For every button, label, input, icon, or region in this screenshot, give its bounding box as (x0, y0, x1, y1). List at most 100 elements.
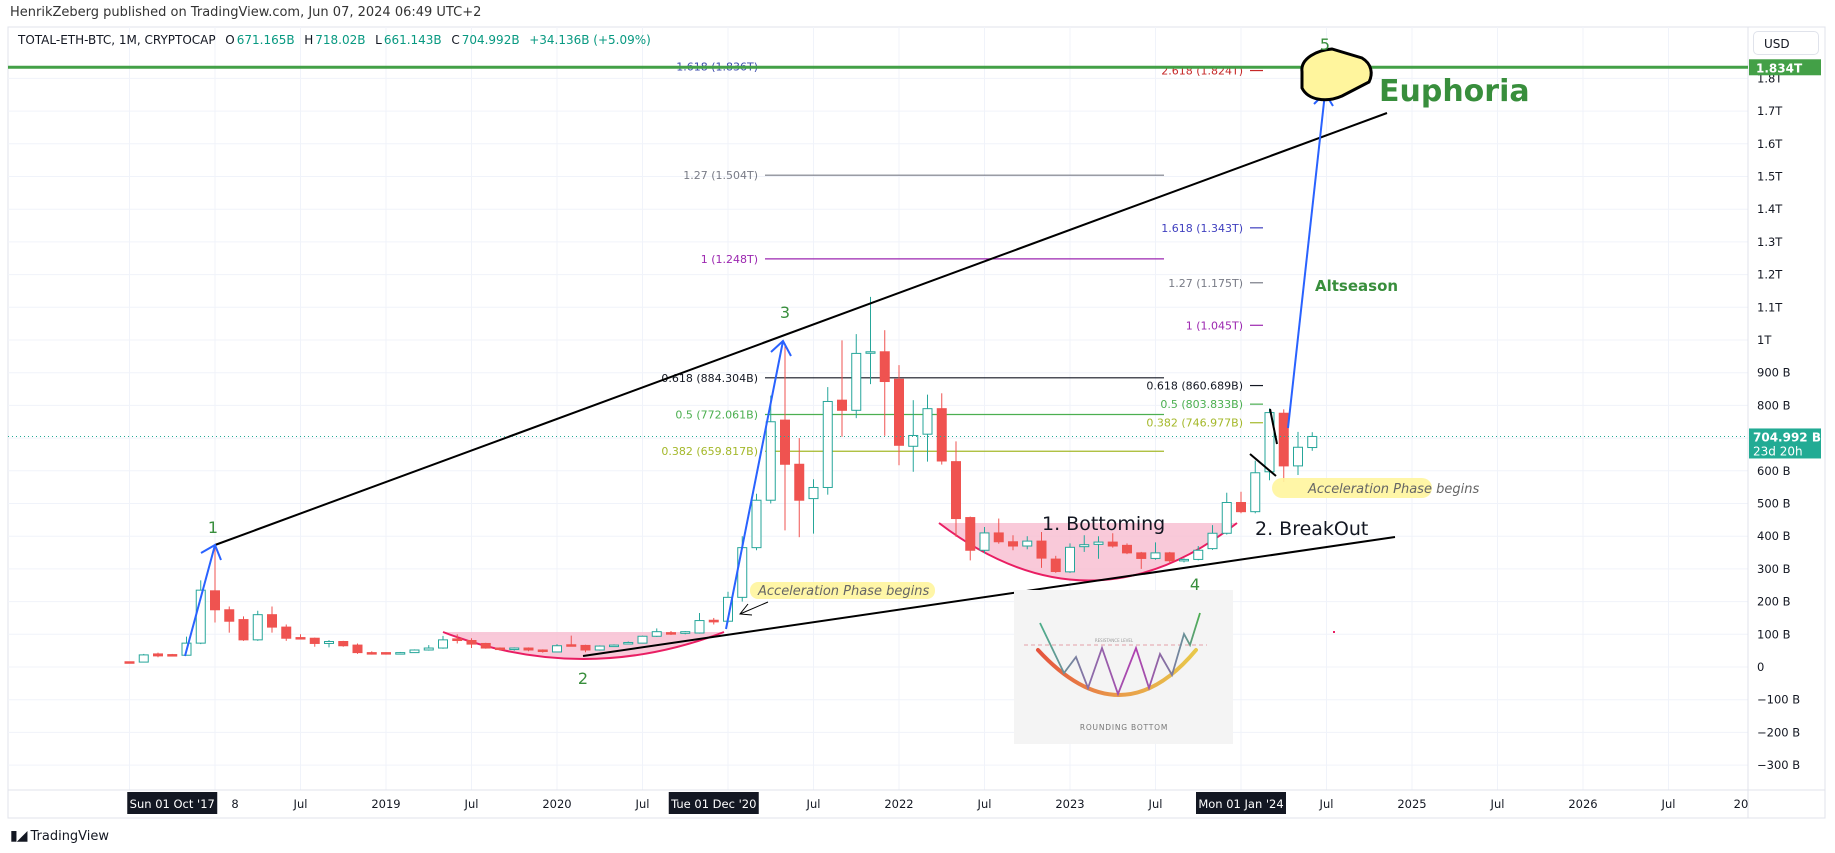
marker-dot (1333, 631, 1335, 633)
symbol-name[interactable]: TOTAL-ETH-BTC, 1M, CRYPTOCAP (18, 33, 216, 47)
note-accel-left[interactable] (750, 582, 935, 599)
wave-label-1: 1 (208, 518, 218, 537)
arrow-wave-1[interactable] (184, 544, 216, 657)
candle-body (480, 642, 491, 649)
currency-selector[interactable]: USD (1753, 31, 1819, 55)
tradingview-logo-icon: ▮◢ (10, 828, 28, 844)
candle (637, 635, 648, 644)
price-tick-label: 1.4T (1757, 202, 1783, 216)
rounding-bottom-curve-2[interactable] (442, 631, 725, 660)
candle (366, 651, 377, 655)
time-axis[interactable]: Jul 2019 Jul 2020 Jul Jul 2022 Jul 2023 Jul Jul 202… (127, 792, 1748, 814)
candle-body (452, 638, 463, 642)
candle (1036, 531, 1047, 568)
candle (1164, 551, 1175, 564)
candle (1008, 535, 1018, 551)
arrowhead-icon (739, 603, 753, 616)
pullback-line[interactable] (1269, 408, 1278, 445)
candle-body (580, 644, 591, 651)
candle (794, 438, 805, 538)
candle-body (837, 399, 847, 411)
high-label: H (304, 33, 314, 47)
candle-body (338, 640, 349, 647)
candle (381, 652, 391, 655)
candle (509, 647, 520, 651)
candle (309, 637, 320, 647)
candle (153, 652, 163, 658)
low-label: L (375, 33, 382, 47)
time-tick-label: Jul (635, 797, 650, 811)
candle-body (623, 641, 634, 645)
time-tick-label: Jul (464, 797, 479, 811)
time-tick-label: 8 (231, 797, 238, 811)
candle (1050, 555, 1061, 573)
inset-title: ROUNDING BOTTOM (1080, 723, 1168, 732)
candle-body (566, 644, 577, 647)
price-tick-label: 200 B (1757, 595, 1791, 609)
price-tick-label: 300 B (1757, 562, 1791, 576)
candle (352, 643, 363, 654)
candle (651, 628, 662, 637)
bottoming-label: 1. Bottoming (1042, 513, 1165, 535)
time-tick-label: Jul (1661, 797, 1676, 811)
breakout-label: 2. BreakOut (1255, 518, 1368, 540)
tradingview-logo[interactable]: ▮◢ TradingView (10, 828, 109, 844)
candle-body (267, 614, 277, 628)
price-tick-label: 1.6T (1757, 137, 1783, 151)
candle (1065, 543, 1075, 573)
candle (566, 635, 577, 647)
fib-label-right: 0.382 (746.977B) (1146, 417, 1243, 430)
candle-body (1307, 435, 1318, 449)
note-accel-left-text: Acceleration Phase begins (757, 584, 929, 599)
last-price-badge (1749, 428, 1821, 459)
upper-trendline[interactable] (214, 112, 1388, 546)
candle (466, 638, 477, 649)
candle (965, 516, 976, 561)
candle (1107, 533, 1118, 548)
note-accel-right[interactable] (1272, 478, 1432, 498)
tradingview-brand: TradingView (30, 828, 110, 844)
last-price-label: 704.992 B (1753, 430, 1821, 444)
candle (1278, 409, 1289, 482)
candle-body (523, 647, 534, 651)
arrow-altseason[interactable] (1287, 92, 1326, 429)
candle (1093, 536, 1104, 559)
time-tick-label: 2025 (1397, 797, 1426, 811)
pullback-line[interactable] (1249, 453, 1277, 477)
candle-body (138, 654, 149, 663)
wave-label-5: 5 (1320, 35, 1330, 54)
altseason-label: Altseason (1315, 277, 1398, 295)
time-highlight-label: Tue 01 Dec '20 (670, 797, 756, 811)
candle (708, 617, 719, 625)
candle-body (894, 378, 904, 446)
candle-body (1122, 544, 1132, 554)
euphoria-label: Euphoria (1379, 74, 1530, 109)
candle (281, 624, 292, 641)
price-tick-label: 0 (1757, 660, 1764, 674)
candle (1022, 536, 1033, 550)
candle-body (1207, 532, 1218, 550)
candle-body (594, 645, 605, 651)
candle (865, 296, 876, 385)
candle-body (295, 637, 306, 640)
candle-body (466, 640, 477, 645)
candle (623, 641, 634, 645)
candle (666, 631, 676, 635)
arrowhead-icon (200, 543, 222, 561)
candle (338, 640, 349, 647)
candle (423, 645, 434, 651)
fib-label-left: 0.618 (884.304B) (661, 372, 758, 385)
candle-body (794, 463, 805, 501)
euphoria-target-zone[interactable] (1300, 47, 1373, 102)
price-tick-label: 400 B (1757, 529, 1791, 543)
candle-body (609, 644, 619, 648)
price-tick-label: −300 B (1757, 758, 1800, 772)
price-tick-label: 600 B (1757, 464, 1791, 478)
candle (409, 649, 420, 654)
lower-trendline[interactable] (582, 536, 1396, 657)
candle-body (1164, 552, 1175, 562)
candle (1207, 525, 1218, 550)
arrow-wave-3[interactable] (725, 340, 784, 630)
